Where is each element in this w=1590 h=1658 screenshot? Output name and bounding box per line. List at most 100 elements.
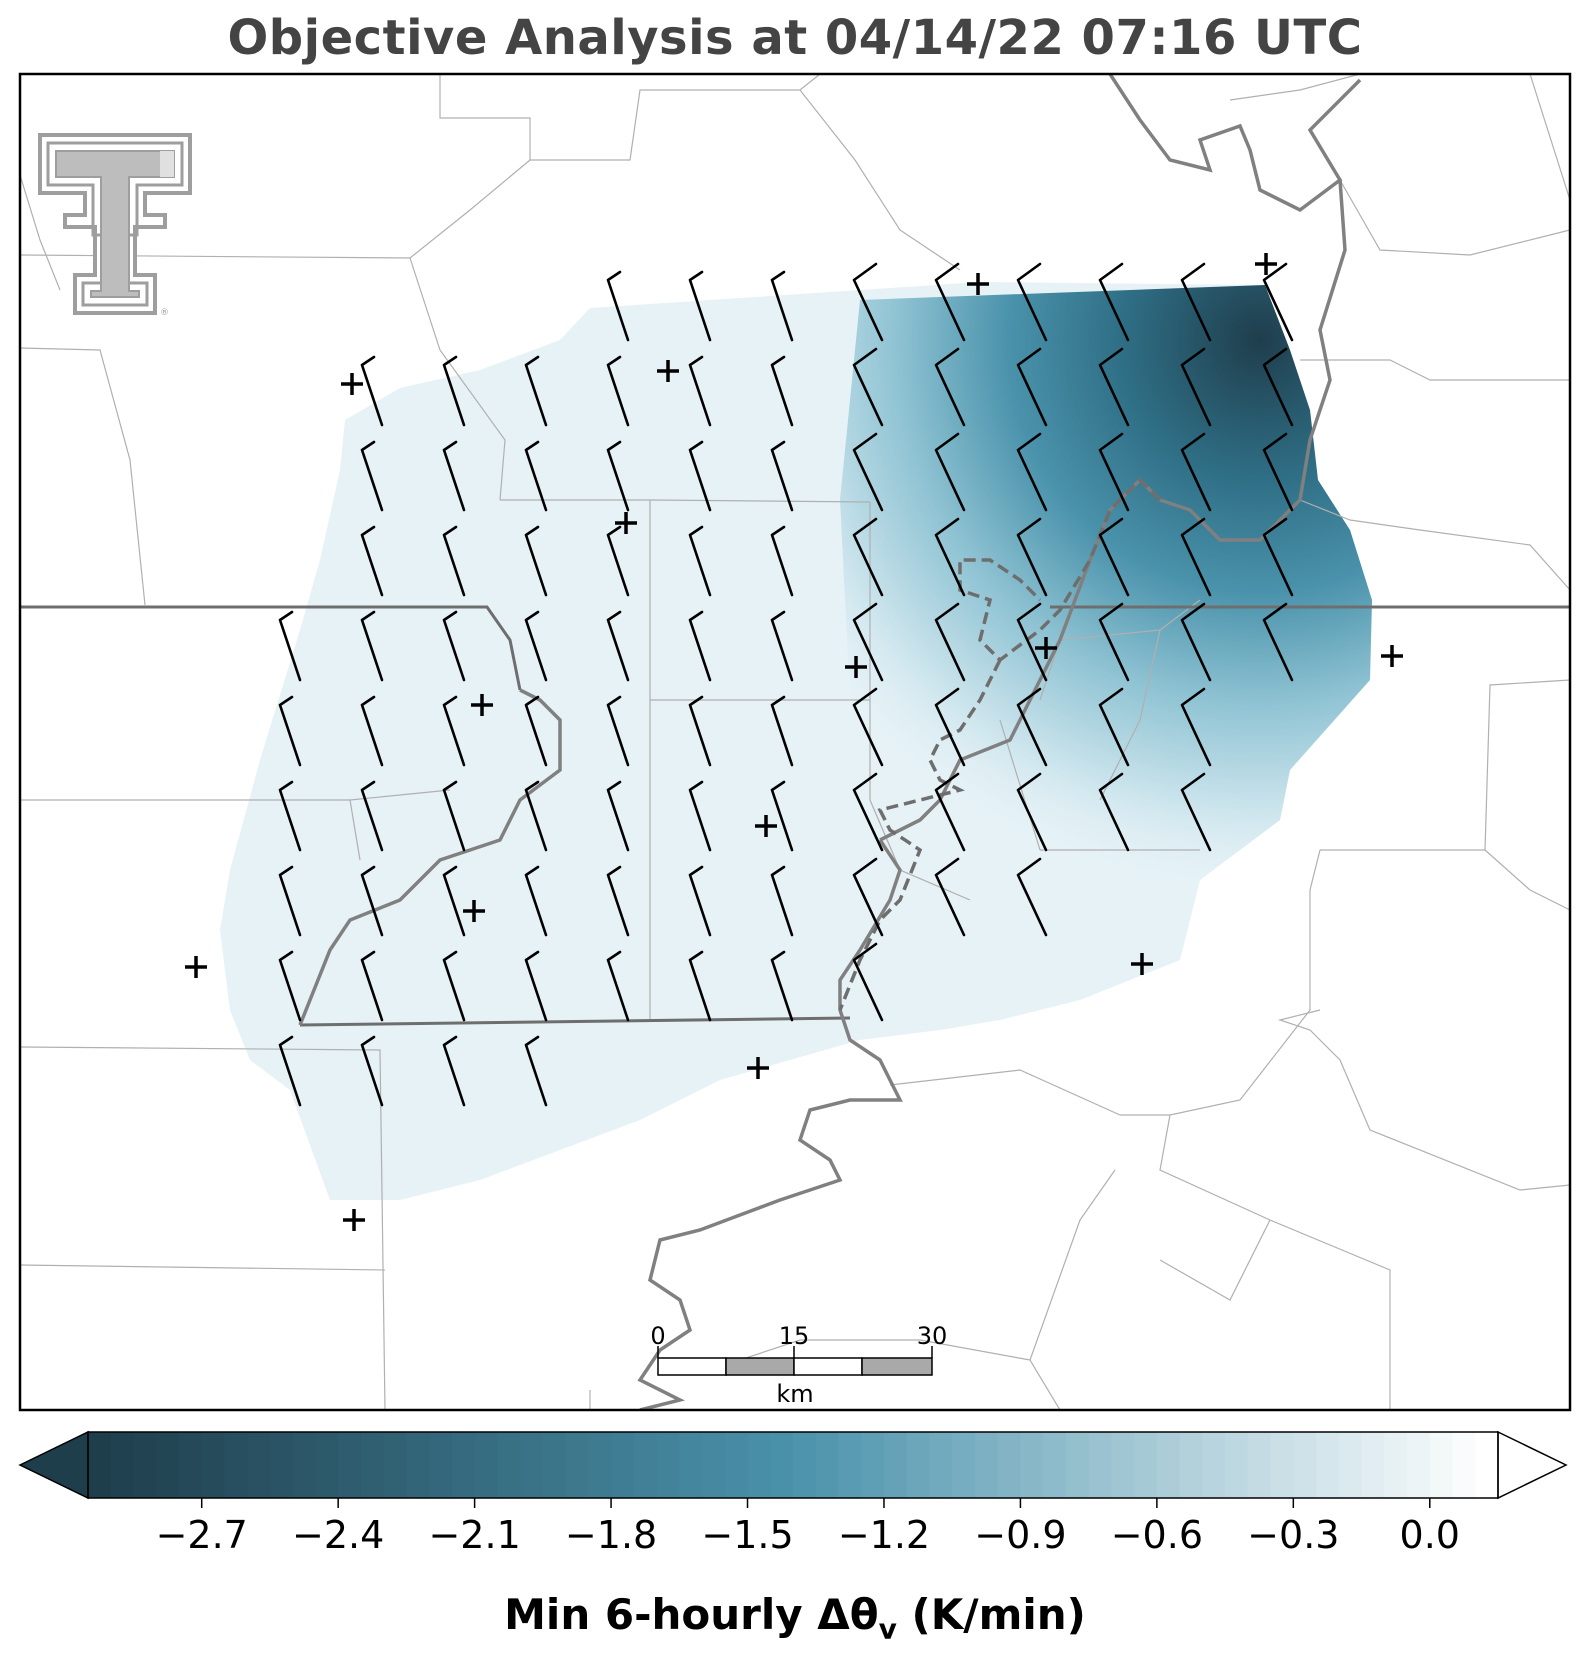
wind-barb	[524, 695, 548, 767]
wind-barb	[524, 865, 548, 937]
wind-barb	[1180, 517, 1212, 597]
wind-barb	[278, 950, 302, 1022]
colorbar-cell	[588, 1432, 612, 1498]
colorbar-cell	[565, 1432, 589, 1498]
wind-barb	[688, 780, 712, 852]
colorbar-label: Min 6-hourly Δθv (K/min)	[0, 1590, 1590, 1645]
colorbar-cell	[1065, 1432, 1090, 1498]
colorbar-cell	[793, 1432, 817, 1498]
station-marker	[341, 373, 363, 395]
scale-label-15: 15	[779, 1322, 810, 1350]
colorbar-extend-high	[1497, 1430, 1568, 1500]
wind-barb	[1180, 772, 1212, 852]
colorbar-tick-label: −0.9	[974, 1513, 1066, 1557]
station-marker	[755, 815, 777, 837]
wind-barb	[770, 865, 794, 937]
wind-barb	[852, 687, 884, 767]
colorbar-label-main: Min 6-hourly Δθ	[504, 1590, 879, 1639]
colorbar-cell	[679, 1432, 703, 1498]
station-marker	[1381, 645, 1403, 667]
wind-barb	[852, 517, 884, 597]
colorbar-tick-label: −2.1	[428, 1513, 520, 1557]
wind-barb	[1262, 262, 1294, 342]
colorbar-cell	[201, 1432, 226, 1498]
wind-barb	[770, 270, 794, 342]
colorbar-tick-label: −0.6	[1111, 1513, 1203, 1557]
station-marker	[343, 1209, 365, 1231]
river-state-dashed	[838, 477, 1162, 1011]
colorbar-cell	[1088, 1432, 1112, 1498]
colorbar-tick-label: −2.4	[292, 1513, 384, 1557]
colorbar-cells	[88, 1432, 1499, 1498]
wind-barb	[1016, 772, 1048, 852]
wind-barb	[852, 262, 884, 342]
wind-barb	[770, 610, 794, 682]
wind-barb	[770, 950, 794, 1022]
colorbar-tick-label: −1.2	[838, 1513, 930, 1557]
colorbar-cell	[1202, 1432, 1226, 1498]
wind-barb	[360, 355, 384, 427]
colorbar-cell	[497, 1432, 521, 1498]
wind-barb	[1180, 602, 1212, 682]
colorbar-cell	[1134, 1432, 1158, 1498]
wind-barb	[278, 1035, 302, 1107]
colorbar-cell	[1043, 1432, 1067, 1498]
colorbar-cell	[156, 1432, 180, 1498]
wind-barb	[442, 950, 466, 1022]
map-title: Objective Analysis at 04/14/22 07:16 UTC	[227, 10, 1363, 66]
wind-barb	[688, 950, 712, 1022]
colorbar-cell	[133, 1432, 157, 1498]
colorbar-cell	[1384, 1432, 1408, 1498]
wind-barb	[1098, 347, 1130, 427]
wind-barb	[934, 772, 966, 852]
analysis-field	[220, 282, 1372, 1200]
colorbar-cell	[1020, 1432, 1044, 1498]
svg-text:®: ®	[160, 308, 169, 318]
wind-barb	[360, 780, 384, 852]
wind-barb	[606, 780, 630, 852]
wind-barb	[688, 610, 712, 682]
scale-unit: km	[776, 1380, 813, 1408]
wind-barb	[524, 355, 548, 427]
colorbar-cell	[724, 1432, 749, 1498]
wind-barb	[770, 695, 794, 767]
colorbar-cell	[542, 1432, 567, 1498]
colorbar-cell	[383, 1432, 407, 1498]
wind-barb	[852, 942, 884, 1022]
colorbar-cell	[974, 1432, 999, 1498]
colorbar-cell	[1475, 1432, 1499, 1498]
wind-barb	[278, 695, 302, 767]
colorbar-cell	[338, 1432, 362, 1498]
wind-barb	[688, 440, 712, 512]
wind-barb	[524, 525, 548, 597]
colorbar-cell	[520, 1432, 544, 1498]
wind-barb	[1262, 602, 1294, 682]
colorbar-cell	[1429, 1432, 1454, 1498]
wind-barb	[360, 1035, 384, 1107]
wind-barb	[606, 865, 630, 937]
wind-barb	[524, 610, 548, 682]
colorbar-tick-label: −0.3	[1247, 1513, 1339, 1557]
wind-barb	[1016, 432, 1048, 512]
station-marker	[1035, 637, 1057, 659]
colorbar-cell	[1179, 1432, 1203, 1498]
wind-barb	[360, 865, 384, 937]
county-boundaries	[20, 74, 1570, 1410]
colorbar-cell	[1316, 1432, 1340, 1498]
wind-barb	[852, 432, 884, 512]
station-markers	[185, 253, 1403, 1231]
colorbar-cell	[656, 1432, 680, 1498]
station-marker	[1131, 953, 1153, 975]
wind-barb	[606, 610, 630, 682]
colorbar-cell	[633, 1432, 658, 1498]
station-marker	[657, 360, 679, 382]
wind-barb	[442, 865, 466, 937]
wind-barb	[934, 857, 966, 937]
colorbar-cell	[997, 1432, 1022, 1498]
station-marker	[463, 900, 485, 922]
colorbar-cell	[815, 1432, 840, 1498]
station-marker	[471, 694, 493, 716]
wind-barb	[278, 865, 302, 937]
colorbar-cell	[315, 1432, 339, 1498]
